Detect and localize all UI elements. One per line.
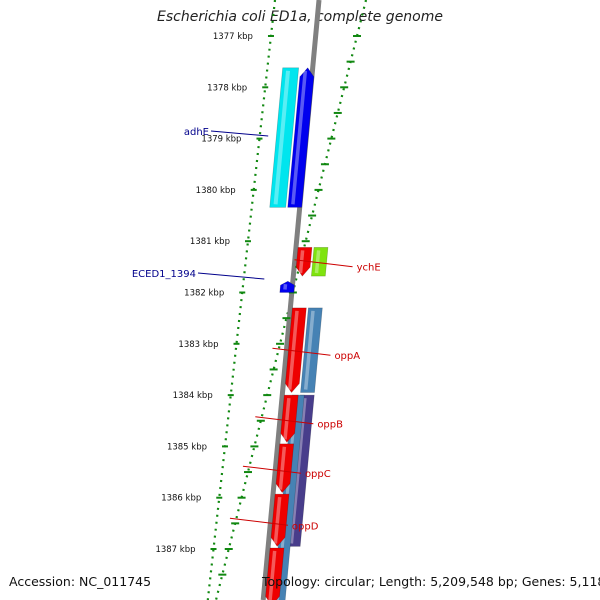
topology-text: Topology: circular; Length: 5,209,548 bp…: [262, 574, 600, 589]
oppC-label: oppC: [305, 469, 331, 480]
gene-highlight: [314, 250, 321, 274]
oppa-gene-mark: [285, 307, 307, 394]
kbp-tick-label: 1383 kbp: [178, 340, 218, 350]
kbp-tick-label: 1381 kbp: [190, 237, 230, 247]
gene-highlight: [303, 310, 315, 390]
gene-highlight: [287, 310, 299, 390]
gene-highlight: [268, 550, 277, 600]
inner-dotted-track: [206, 0, 277, 600]
kbp-tick-label: 1384 kbp: [173, 391, 213, 401]
yche-cog-gene-mark: [310, 247, 329, 277]
kbp-tick-label: 1380 kbp: [196, 186, 236, 196]
oppa-cog-gene-mark: [300, 307, 323, 393]
gene-highlight: [273, 496, 282, 544]
kbp-tick-label: 1387 kbp: [155, 545, 195, 555]
adhE-leader-line: [210, 130, 269, 137]
oppB-label: oppB: [317, 420, 343, 431]
map-title: Escherichia coli ED1a, complete genome: [157, 9, 443, 25]
yche-gene-mark: [295, 247, 313, 277]
gene-highlight: [291, 70, 308, 205]
ychE-label: ychE: [357, 263, 381, 274]
accession-text: Accession: NC_011745: [9, 574, 152, 589]
adhE-label: adhE: [184, 127, 209, 138]
oppb-gene-mark: [280, 394, 299, 443]
ECED1_1394-leader-line: [197, 272, 265, 280]
oppA-label: oppA: [334, 351, 360, 362]
ECED1_1394-label: ECED1_1394: [132, 269, 196, 280]
oppc-gene-mark: [275, 443, 295, 494]
kbp-tick-label: 1377 kbp: [213, 32, 253, 42]
kbp-tick-label: 1385 kbp: [167, 442, 207, 452]
gene-highlight: [283, 397, 291, 440]
oppD-label: oppD: [292, 521, 319, 532]
oppC-leader-line: [242, 465, 302, 474]
oppB-leader-line: [255, 416, 314, 425]
kbp-tick-label: 1379 kbp: [201, 135, 241, 145]
gene-highlight: [298, 250, 305, 274]
gene-highlight: [273, 70, 291, 205]
kbp-tick-label: 1378 kbp: [207, 83, 247, 93]
oppD-leader-line: [229, 517, 288, 526]
kbp-tick-label: 1386 kbp: [161, 494, 201, 504]
eced1-1394-gene-mark: [279, 280, 295, 293]
kbp-tick-label: 1382 kbp: [184, 289, 224, 299]
adhe-ortholog-gene-mark: [269, 67, 300, 208]
oppd-gene-mark: [270, 493, 290, 547]
gene-highlight: [278, 446, 287, 490]
ychE-leader-line: [294, 259, 353, 268]
adhe-gene-mark: [287, 67, 315, 208]
oppA-leader-line: [272, 347, 331, 356]
oppf-gene-mark: [265, 547, 285, 600]
